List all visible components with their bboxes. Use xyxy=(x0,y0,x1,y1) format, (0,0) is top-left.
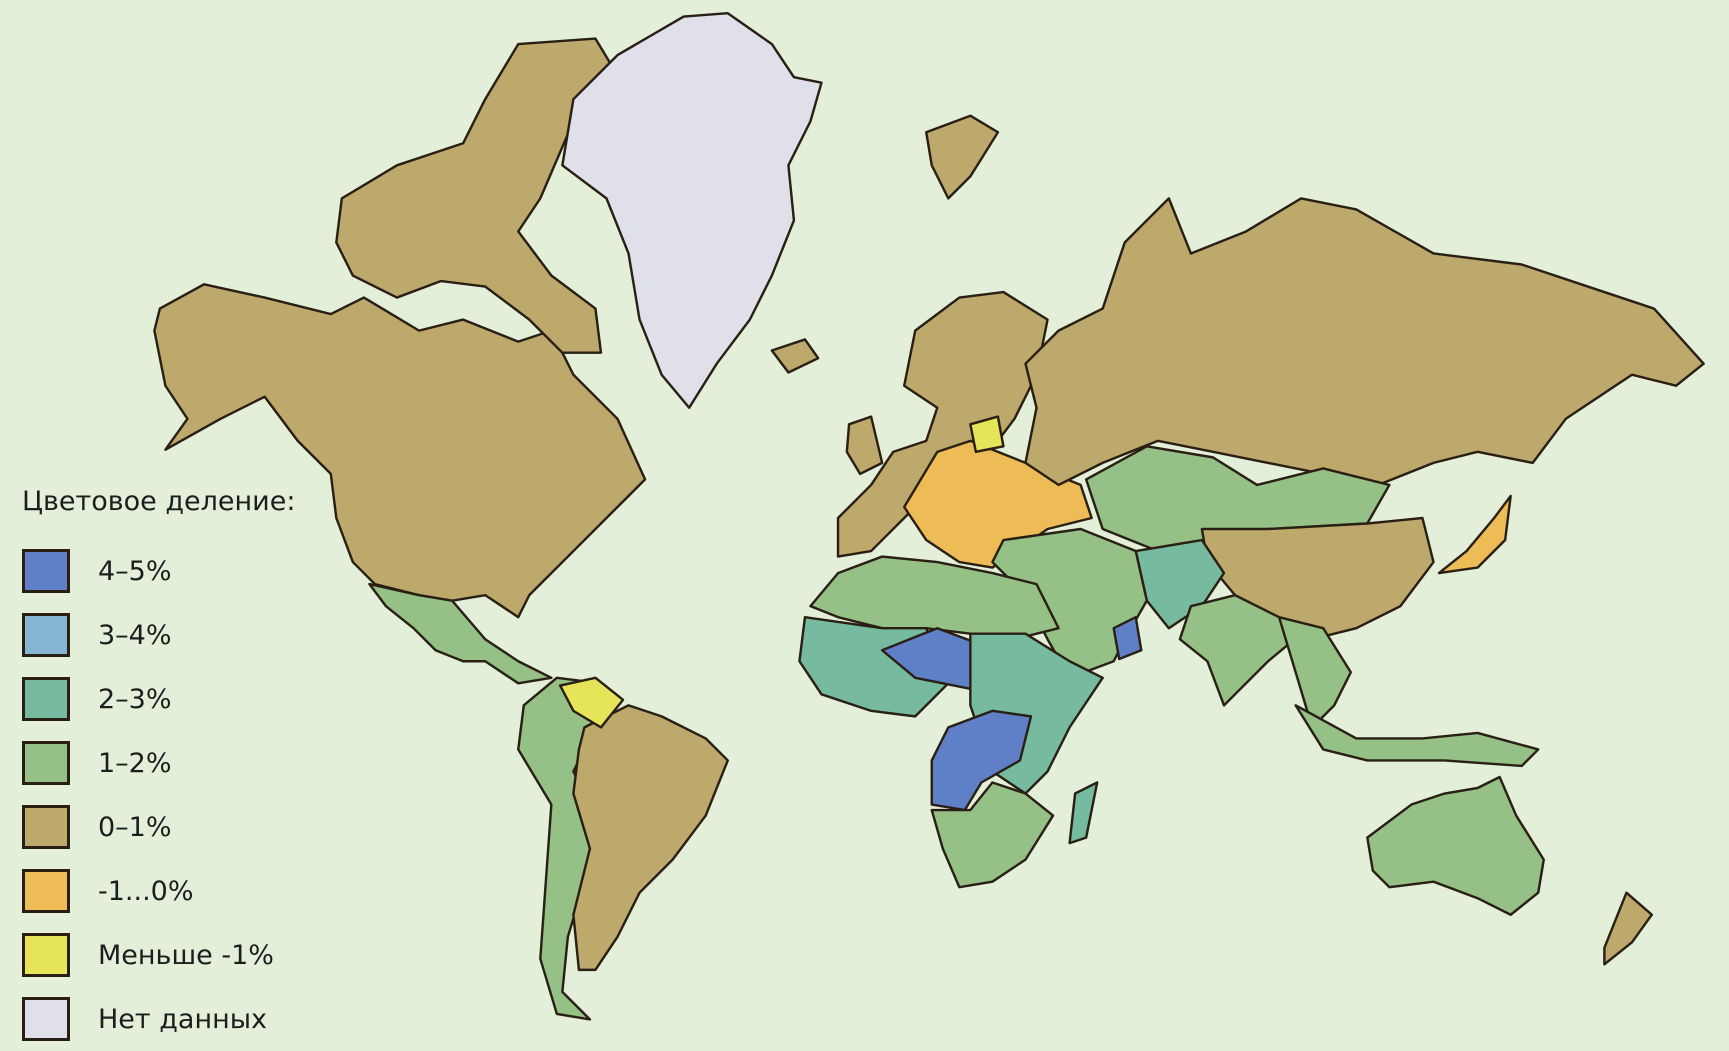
legend-label: 1–2% xyxy=(98,747,172,779)
region-western-europe xyxy=(836,290,1049,558)
region-baltic xyxy=(969,415,1005,454)
region-north-america xyxy=(153,283,647,619)
legend-label: 0–1% xyxy=(98,811,172,843)
region-iceland xyxy=(770,338,820,374)
legend-label: 4–5% xyxy=(98,555,172,587)
region-venezuela xyxy=(558,676,625,729)
region-arctic-islands xyxy=(335,37,614,354)
region-svalbard xyxy=(925,114,1000,200)
legend-item-no-data: Нет данных xyxy=(22,987,295,1051)
legend-label: Меньше -1% xyxy=(98,939,274,971)
legend-swatch xyxy=(22,613,70,657)
legend-swatch xyxy=(22,997,70,1041)
region-greenland xyxy=(561,12,823,409)
legend-label: Нет данных xyxy=(98,1003,268,1035)
legend-swatch xyxy=(22,549,70,593)
region-japan xyxy=(1437,494,1512,575)
legend-item-minus1-0: -1...0% xyxy=(22,859,295,923)
region-oman xyxy=(1112,615,1143,661)
region-mexico-central-america xyxy=(368,582,553,685)
region-southern-africa xyxy=(930,781,1055,889)
legend-label: 3–4% xyxy=(98,619,172,651)
legend: Цветовое деление: 4–5% 3–4% 2–3% 1–2% 0–… xyxy=(22,486,295,1051)
region-southeast-asia xyxy=(1277,615,1352,729)
region-russia xyxy=(1024,197,1705,487)
region-australia xyxy=(1366,775,1545,916)
region-new-zealand xyxy=(1603,891,1654,966)
legend-swatch xyxy=(22,933,70,977)
region-india xyxy=(1178,593,1303,707)
legend-swatch xyxy=(22,869,70,913)
legend-item-1-2: 1–2% xyxy=(22,731,295,795)
legend-title: Цветовое деление: xyxy=(22,486,296,517)
legend-swatch xyxy=(22,805,70,849)
legend-item-2-3: 2–3% xyxy=(22,667,295,731)
region-central-africa-45 xyxy=(930,709,1033,812)
legend-label: -1...0% xyxy=(98,875,194,907)
legend-item-0-1: 0–1% xyxy=(22,795,295,859)
region-brazil-argentina xyxy=(572,704,729,972)
region-kazakhstan-mongolia xyxy=(1084,445,1391,553)
region-britain xyxy=(845,415,884,476)
legend-swatch xyxy=(22,677,70,721)
legend-item-3-4: 3–4% xyxy=(22,603,295,667)
legend-item-4-5: 4–5% xyxy=(22,539,295,603)
region-madagascar xyxy=(1068,781,1099,845)
legend-item-less-minus1: Меньше -1% xyxy=(22,923,295,987)
legend-label: 2–3% xyxy=(98,683,172,715)
region-indonesia xyxy=(1294,704,1540,768)
legend-swatch xyxy=(22,741,70,785)
